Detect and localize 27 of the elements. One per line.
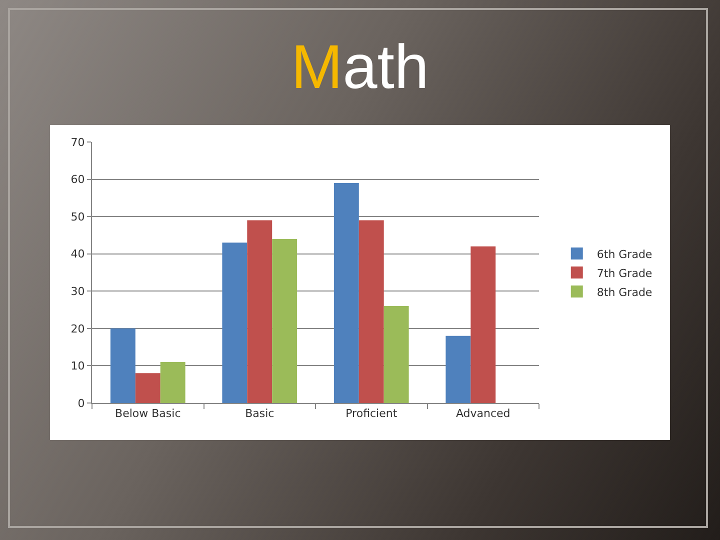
y-tick-label: 70 xyxy=(70,136,85,149)
bar xyxy=(446,336,471,403)
bar xyxy=(470,246,496,403)
y-tick-label: 20 xyxy=(70,322,85,336)
bar xyxy=(110,328,136,403)
x-tick-label: Advanced xyxy=(456,407,510,420)
bar xyxy=(222,242,248,403)
chart-title: Math xyxy=(291,33,429,102)
y-tick-label: 0 xyxy=(78,396,85,410)
y-tick-label: 50 xyxy=(70,210,85,224)
bar xyxy=(272,238,298,403)
legend-label: 8th Grade xyxy=(596,286,652,299)
x-tick-label: Basic xyxy=(245,407,274,420)
bar xyxy=(247,220,272,403)
bar xyxy=(135,373,160,403)
y-tick-label: 40 xyxy=(70,248,85,261)
legend-label: 6th Grade xyxy=(596,248,652,261)
bar xyxy=(358,220,384,403)
y-tick-label: 10 xyxy=(70,360,85,373)
x-tick-label: Below Basic xyxy=(115,407,181,420)
bar xyxy=(384,306,409,403)
legend-label: 7th Grade xyxy=(596,266,652,280)
y-tick-label: 60 xyxy=(70,173,85,186)
x-tick-label: Proficient xyxy=(346,407,398,420)
y-tick-label: 30 xyxy=(70,284,85,298)
bar xyxy=(334,183,359,403)
bar xyxy=(160,362,186,403)
